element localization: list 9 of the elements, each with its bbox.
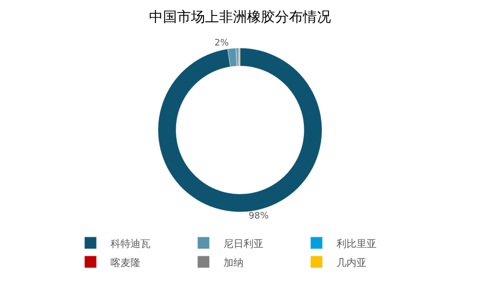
legend-label: 加纳 xyxy=(224,256,244,269)
data-label: 2% xyxy=(214,38,230,48)
legend-label: 利比里亚 xyxy=(336,238,376,250)
data-label: 98% xyxy=(248,212,270,222)
legend-label: 尼日利亚 xyxy=(224,238,264,250)
chart-title: 中国市场上非洲橡胶分布情况 xyxy=(149,9,331,26)
legend-label: 喀麦隆 xyxy=(110,256,140,269)
legend-label: 科特迪瓦 xyxy=(110,238,150,250)
legend-label: 几内亚 xyxy=(336,256,366,269)
